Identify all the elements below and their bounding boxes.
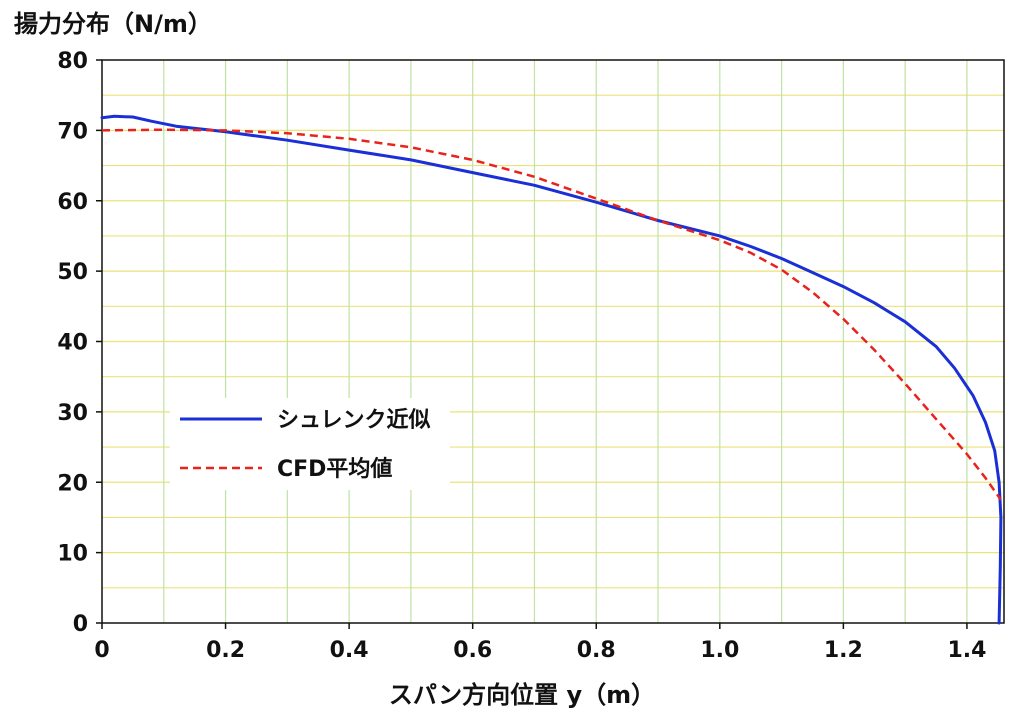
x-tick-label: 1.4 [947, 638, 986, 663]
x-tick-label: 0 [94, 638, 109, 663]
ticks-layer: 0 0.2 0.4 0.6 0.8 1.0 1.2 1.4 0 10 20 30 40 50 60 70 80 [57, 49, 986, 663]
y-tick-label: 10 [57, 542, 88, 567]
series-line-cfd [101, 128, 1002, 501]
y-tick-label: 20 [57, 471, 88, 496]
y-tick-label: 80 [57, 49, 88, 74]
legend-label-cfd: CFD平均値 [277, 456, 392, 482]
y-tick-label: 60 [57, 190, 88, 215]
x-tick-label: 0.6 [453, 638, 492, 663]
y-tick-label: 40 [57, 331, 88, 356]
x-tick-label: 0.4 [330, 638, 369, 663]
x-tick-label: 1.0 [700, 638, 739, 663]
legend-background [170, 398, 450, 490]
x-axis-title: スパン方向位置 y（m） [389, 681, 655, 709]
legend-label-schrenk: シュレンク近似 [277, 407, 431, 433]
series-layer [100, 114, 1003, 625]
legend: シュレンク近似 CFD平均値 [170, 398, 450, 490]
x-tick-label: 0.8 [577, 638, 616, 663]
y-axis-title: 揚力分布（N/m） [14, 10, 212, 38]
x-tick-label: 0.2 [206, 638, 245, 663]
y-tick-label: 70 [57, 119, 88, 144]
y-tick-label: 0 [73, 612, 88, 637]
y-tick-label: 50 [57, 260, 88, 285]
y-tick-label: 30 [57, 401, 88, 426]
x-tick-label: 1.2 [824, 638, 863, 663]
